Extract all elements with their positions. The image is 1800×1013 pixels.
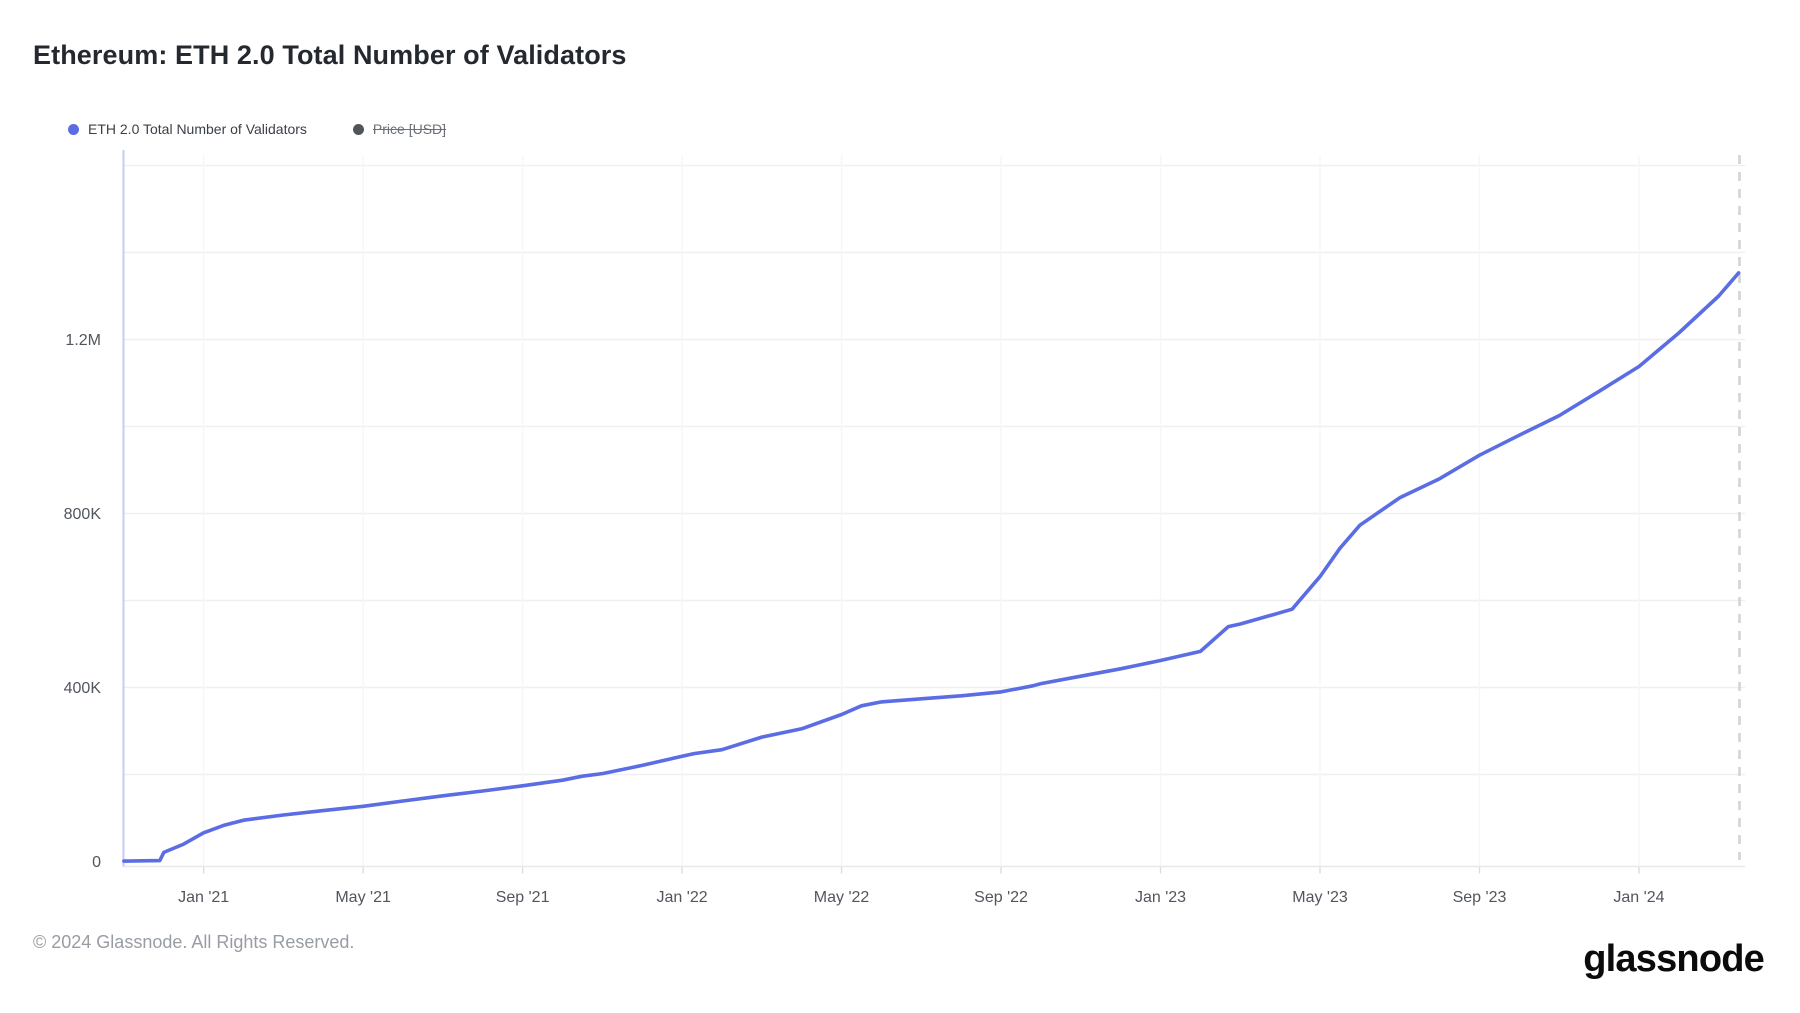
- horizontal-gridlines: [123, 164, 1745, 776]
- legend-item-validators[interactable]: ETH 2.0 Total Number of Validators: [68, 121, 307, 137]
- series-line-validators: [122, 271, 1741, 863]
- y-axis-labels: 0 400K 800K 1.2M: [64, 332, 102, 871]
- x-tick-label: May '22: [814, 889, 870, 906]
- x-tick-label: Sep '23: [1453, 889, 1507, 906]
- legend-item-price-usd[interactable]: Price [USD]: [352, 121, 447, 137]
- y-tick-label: 400K: [64, 680, 102, 697]
- legend-item-label: Price [USD]: [372, 121, 447, 137]
- x-tick-label: Jan '23: [1135, 889, 1186, 906]
- vertical-gridlines: [202, 155, 1640, 866]
- x-tick-label: Sep '21: [496, 889, 550, 906]
- y-tick-label: 1.2M: [65, 332, 101, 349]
- series-dot-icon: [68, 123, 79, 135]
- x-tick-label: May '23: [1292, 889, 1348, 906]
- page-title: Ethereum: ETH 2.0 Total Number of Valida…: [33, 40, 627, 70]
- x-tick-label: Jan '22: [657, 889, 708, 906]
- x-tick-label: May '21: [335, 889, 391, 906]
- x-tick-label: Jan '24: [1613, 889, 1664, 906]
- legend: ETH 2.0 Total Number of Validators Price…: [68, 121, 446, 137]
- x-axis-labels: Jan '21 May '21 Sep '21 Jan '22 May '22 Sep '…: [178, 889, 1665, 906]
- x-tick-label: Sep '22: [974, 889, 1028, 906]
- x-tick-label: Jan '21: [178, 889, 229, 906]
- series-dot-icon: [352, 123, 364, 135]
- glassnode-logo: glassnode: [1583, 938, 1765, 980]
- y-tick-label: 800K: [64, 506, 102, 523]
- copyright-text: © 2024 Glassnode. All Rights Reserved.: [33, 932, 355, 952]
- y-tick-label: 0: [92, 854, 101, 871]
- x-axis-ticks: [202, 866, 1640, 874]
- legend-item-label: ETH 2.0 Total Number of Validators: [88, 121, 307, 137]
